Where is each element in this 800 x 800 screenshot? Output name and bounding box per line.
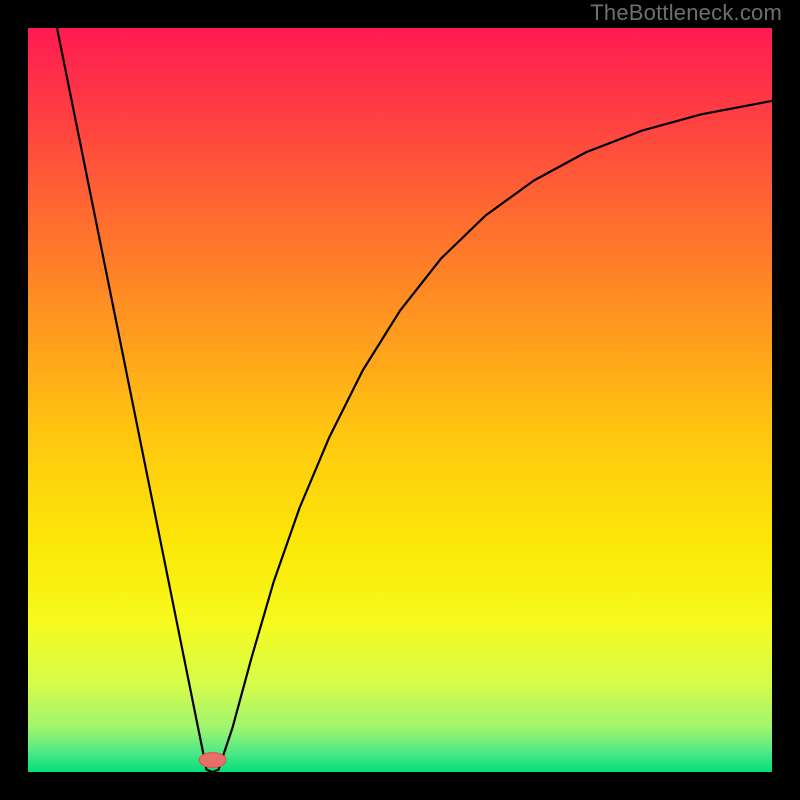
plot-area <box>28 28 772 772</box>
bottleneck-curve <box>57 28 772 772</box>
chart-container: TheBottleneck.com <box>0 0 800 800</box>
curve-overlay <box>28 28 772 772</box>
minimum-marker <box>199 753 226 768</box>
watermark-text: TheBottleneck.com <box>590 0 782 26</box>
